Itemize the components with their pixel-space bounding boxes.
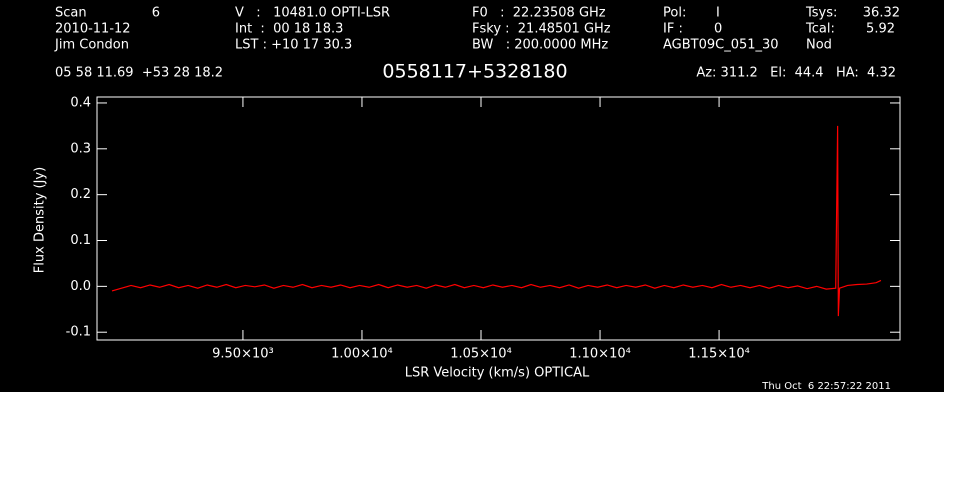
y-tick-label: 0.0 (70, 279, 91, 294)
x-tick-label: 1.15×10⁴ (688, 347, 750, 362)
observer: Jim Condon (54, 38, 129, 53)
y-axis-label: Flux Density (Jy) (33, 167, 48, 273)
y-tick-label: 0.3 (70, 141, 91, 156)
x-tick-label: 1.05×10⁴ (450, 347, 512, 362)
scan: 6 (152, 6, 160, 21)
tsys: 36.32 (863, 6, 900, 21)
axes (97, 97, 900, 340)
x-axis-label: LSR Velocity (km/s) OPTICAL (405, 366, 590, 381)
int: Int : 00 18 18.3 (235, 22, 343, 37)
x-tick-label: 1.00×10⁴ (331, 347, 393, 362)
pointing: Az: 311.2 El: 44.4 HA: 4.32 (696, 66, 896, 81)
pol-label: Pol: (663, 6, 686, 21)
y-tick-label: 0.1 (70, 233, 91, 248)
chart-title: 0558117+5328180 (382, 61, 567, 83)
spectrum-line (111, 125, 882, 317)
if: 0 (714, 22, 722, 37)
x-tick-label: 1.10×10⁴ (569, 347, 631, 362)
if-label: IF : (663, 22, 683, 37)
plot-frame (96, 96, 901, 341)
f0: F0 : 22.23508 GHz (472, 6, 606, 21)
y-tick-label: 0.4 (70, 95, 91, 110)
coords: 05 58 11.69 +53 28 18.2 (55, 66, 223, 81)
tsys-label: Tsys: (805, 6, 837, 21)
tcal: 5.92 (866, 22, 895, 37)
y-tick-label: -0.1 (66, 325, 91, 340)
pol: I (716, 6, 720, 21)
procedure: Nod (806, 38, 832, 53)
scan-label: Scan (55, 6, 87, 21)
date: 2010-11-12 (55, 22, 131, 37)
bw: BW : 200.0000 MHz (472, 38, 608, 53)
lst: LST : +10 17 30.3 (235, 38, 352, 53)
tcal-label: Tcal: (805, 22, 835, 37)
plot-background (0, 0, 944, 392)
velocity: V : 10481.0 OPTI-LSR (235, 6, 390, 21)
fsky: Fsky : 21.48501 GHz (472, 22, 611, 37)
y-tick-label: 0.2 (70, 187, 91, 202)
timestamp: Thu Oct 6 22:57:22 2011 (761, 381, 891, 392)
x-tick-label: 9.50×10³ (212, 347, 274, 362)
project: AGBT09C_051_30 (663, 38, 779, 53)
